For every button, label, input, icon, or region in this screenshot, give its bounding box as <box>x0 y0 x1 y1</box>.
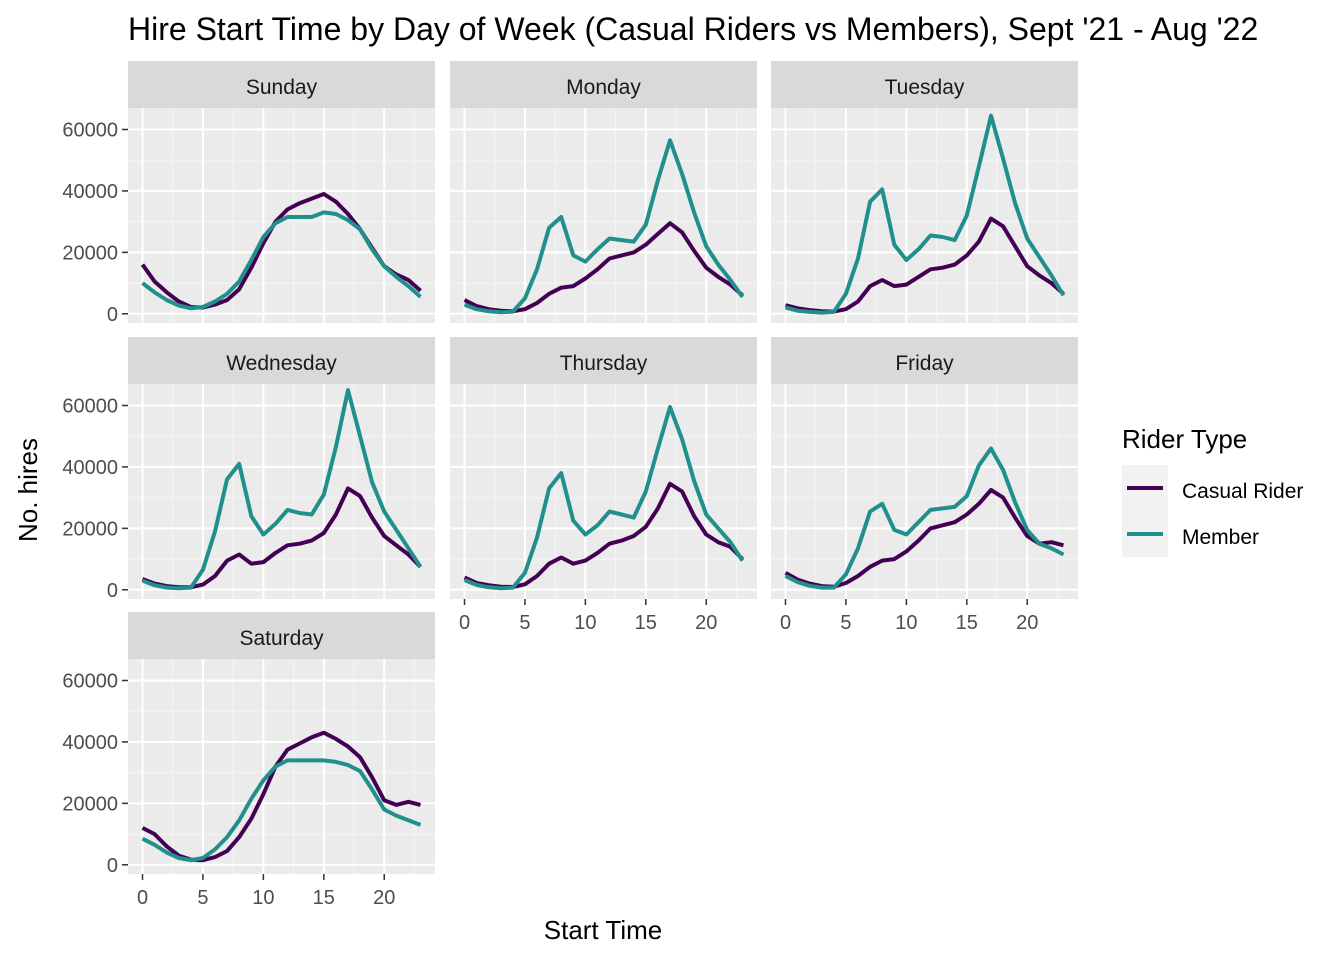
panel-sunday: Sunday 0 20000 40000 60000 <box>62 61 435 326</box>
strip-label-thursday: Thursday <box>560 352 648 375</box>
legend: Rider Type Casual Rider Member <box>1122 424 1303 557</box>
x-tick-label: 15 <box>635 612 657 634</box>
panel-friday: Friday 0 5 10 15 20 <box>771 337 1078 634</box>
y-tick-label: 60000 <box>62 671 118 693</box>
y-axis-title: No. hires <box>13 438 43 542</box>
series-line-member-monday <box>463 138 745 315</box>
legend-label-casual: Casual Rider <box>1182 480 1303 503</box>
x-tick-label: 20 <box>1016 612 1038 634</box>
y-tick-label: 20000 <box>62 242 118 264</box>
y-tick-label: 60000 <box>62 120 118 142</box>
x-tick-label: 15 <box>956 612 978 634</box>
series-line-member-sunday <box>141 210 422 311</box>
plot-bg-monday <box>450 108 757 323</box>
y-tick-label: 0 <box>107 855 118 877</box>
strip-label-friday: Friday <box>895 352 954 375</box>
strip-tuesday <box>771 61 1078 108</box>
panel-saturday: Saturday 0 20000 40000 60000 0 5 10 15 20 <box>62 612 435 909</box>
x-tick-label: 15 <box>313 887 335 909</box>
series-line-member-friday <box>784 446 1065 590</box>
x-tick-label: 5 <box>197 887 208 909</box>
x-tick-label: 20 <box>373 887 395 909</box>
y-tick-label: 40000 <box>62 732 118 754</box>
plot-bg-thursday <box>450 384 757 599</box>
plot-bg-wednesday <box>128 384 435 599</box>
strip-label-monday: Monday <box>566 76 641 99</box>
panel-wednesday: Wednesday 0 20000 40000 60000 <box>62 337 435 602</box>
y-tick-label: 0 <box>107 304 118 326</box>
panel-thursday: Thursday 0 5 10 15 20 <box>450 337 757 634</box>
y-tick-label: 20000 <box>62 518 118 540</box>
y-tick-label: 60000 <box>62 396 118 418</box>
x-tick-label: 20 <box>695 612 717 634</box>
x-tick-label: 5 <box>519 612 530 634</box>
series-line-member-tuesday <box>785 113 1066 315</box>
strip-label-sunday: Sunday <box>246 76 318 99</box>
plot-bg-saturday <box>128 659 435 874</box>
strip-friday <box>771 337 1078 384</box>
strip-wednesday <box>128 337 435 384</box>
legend-label-member: Member <box>1182 526 1259 549</box>
strip-monday <box>450 61 757 108</box>
plot-bg-friday <box>771 384 1078 599</box>
strip-label-tuesday: Tuesday <box>885 76 965 99</box>
strip-label-saturday: Saturday <box>239 627 324 650</box>
panel-monday: Monday <box>450 61 757 323</box>
panel-tuesday: Tuesday <box>771 61 1078 323</box>
plot-bg-tuesday <box>771 108 1078 323</box>
chart-title: Hire Start Time by Day of Week (Casual R… <box>128 11 1258 47</box>
x-tick-label: 10 <box>574 612 596 634</box>
series-line-member-thursday <box>463 405 745 591</box>
y-tick-label: 40000 <box>62 457 118 479</box>
x-tick-label: 0 <box>780 612 791 634</box>
strip-saturday <box>128 612 435 659</box>
x-tick-label: 0 <box>137 887 148 909</box>
legend-title: Rider Type <box>1122 424 1247 454</box>
strip-sunday <box>128 61 435 108</box>
series-line-member-wednesday <box>141 388 423 591</box>
x-tick-label: 5 <box>840 612 851 634</box>
series-line-member-saturday <box>141 758 422 863</box>
strip-label-wednesday: Wednesday <box>226 352 337 375</box>
x-tick-label: 0 <box>459 612 470 634</box>
x-axis-title: Start Time <box>544 915 662 945</box>
strip-thursday <box>450 337 757 384</box>
y-tick-label: 20000 <box>62 793 118 815</box>
x-tick-label: 10 <box>252 887 274 909</box>
y-tick-label: 0 <box>107 580 118 602</box>
y-tick-label: 40000 <box>62 181 118 203</box>
x-tick-label: 10 <box>895 612 917 634</box>
